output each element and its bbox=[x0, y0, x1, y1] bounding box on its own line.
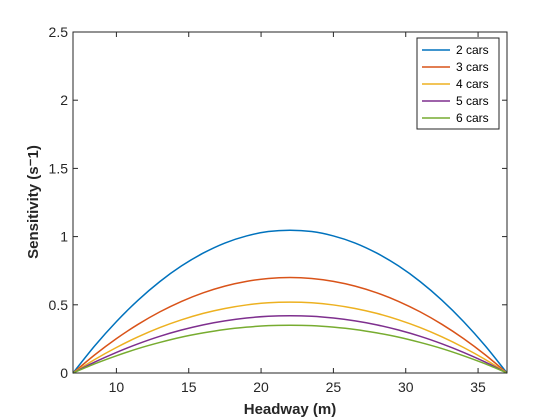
y-tick-label: 1 bbox=[60, 229, 68, 245]
x-tick-label: 30 bbox=[398, 379, 414, 395]
legend-entry-6-cars: 6 cars bbox=[456, 111, 489, 125]
ticks-layer: 10 15 20 25 30 35 0 0.5 1 1.5 2 2.5 bbox=[49, 24, 507, 395]
y-tick-label: 2 bbox=[60, 92, 68, 108]
x-tick-label: 35 bbox=[470, 379, 486, 395]
legend-entry-2-cars: 2 cars bbox=[456, 43, 489, 57]
x-axis-label: Headway (m) bbox=[244, 401, 337, 418]
series-line-4-cars bbox=[72, 301, 508, 374]
legend-entry-5-cars: 5 cars bbox=[456, 94, 489, 108]
legend-entry-4-cars: 4 cars bbox=[456, 77, 489, 91]
x-tick-label: 15 bbox=[181, 379, 197, 395]
y-axis-label: Sensitivity (s⁻1) bbox=[25, 145, 42, 259]
y-tick-label: 0.5 bbox=[49, 297, 69, 313]
series-layer bbox=[72, 229, 508, 374]
legend: 2 cars 3 cars 4 cars 5 cars 6 cars bbox=[416, 37, 500, 130]
series-line-5-cars bbox=[72, 314, 508, 374]
series-line-3-cars bbox=[72, 276, 508, 374]
x-tick-label: 20 bbox=[253, 379, 269, 395]
y-tick-label: 1.5 bbox=[49, 160, 69, 176]
series-line-2-cars bbox=[72, 229, 508, 374]
plot-frame bbox=[72, 31, 508, 374]
series-line-6-cars bbox=[72, 324, 508, 374]
x-tick-label: 10 bbox=[109, 379, 125, 395]
y-tick-label: 2.5 bbox=[49, 24, 69, 40]
y-tick-label: 0 bbox=[60, 365, 68, 381]
x-tick-label: 25 bbox=[326, 379, 342, 395]
legend-entry-3-cars: 3 cars bbox=[456, 60, 489, 74]
